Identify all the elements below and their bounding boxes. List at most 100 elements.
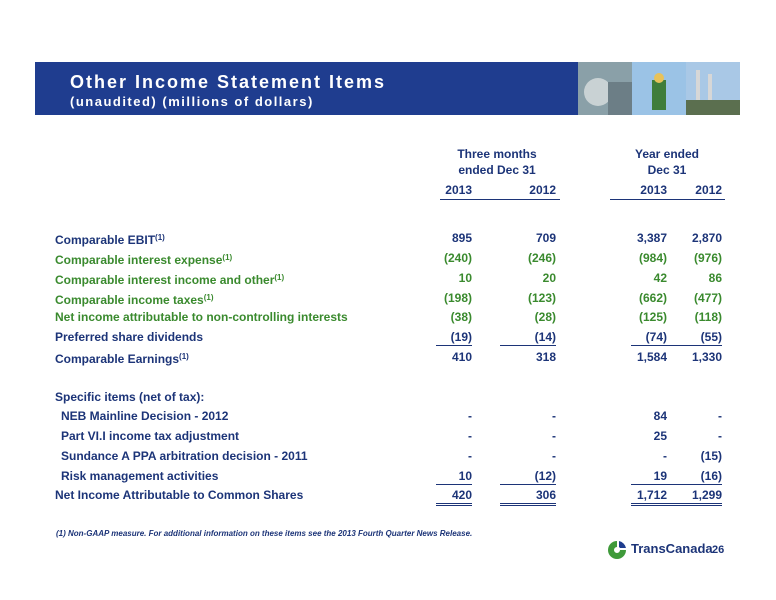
double-rule: [436, 505, 472, 506]
row-label: Comparable EBIT(1): [55, 233, 165, 247]
underline: [436, 484, 472, 485]
group-header: Year ended: [634, 147, 700, 161]
cell-value: (12): [534, 469, 556, 483]
cell-value: -: [468, 449, 472, 463]
cell-value: 1,330: [691, 350, 722, 364]
cell-value: 318: [535, 350, 556, 364]
underline: [500, 345, 556, 346]
cell-value: (125): [638, 310, 667, 324]
cell-value: (976): [693, 251, 722, 265]
cell-value: (55): [700, 330, 722, 344]
row-label: Specific items (net of tax):: [55, 390, 205, 404]
cell-value: -: [718, 429, 722, 443]
cell-value: (984): [638, 251, 667, 265]
cell-value: 20: [542, 271, 556, 285]
cell-value: -: [468, 409, 472, 423]
cell-value: 420: [451, 488, 472, 502]
footnote: (1) Non-GAAP measure. For additional inf…: [56, 529, 473, 538]
title: Other Income Statement Items: [70, 72, 387, 92]
cell-value: 3,387: [636, 231, 667, 245]
cell-value: 42: [653, 271, 667, 285]
footnote-ref: (1): [155, 233, 165, 242]
header-rule: [440, 199, 560, 200]
cell-value: (123): [527, 291, 556, 305]
row-label: Part VI.I income tax adjustment: [61, 429, 240, 443]
header-rule: [610, 199, 725, 200]
underline: [631, 484, 667, 485]
double-rule: [666, 503, 722, 504]
cell-value: (477): [693, 291, 722, 305]
logo-mark: [608, 541, 626, 559]
cell-value: 306: [535, 488, 556, 502]
cell-value: 709: [535, 231, 556, 245]
cell-value: (74): [645, 330, 667, 344]
subtitle: (unaudited) (millions of dollars): [70, 94, 314, 109]
header-photos: [578, 62, 740, 115]
cell-value: -: [552, 429, 556, 443]
cell-value: 1,712: [636, 488, 667, 502]
cell-value: 2,870: [691, 231, 722, 245]
row-label: Sundance A PPA arbitration decision - 20…: [61, 449, 308, 463]
year-header: 2012: [529, 183, 556, 197]
underline: [666, 345, 722, 346]
cell-value: 10: [458, 469, 472, 483]
cell-value: (16): [700, 469, 722, 483]
double-rule: [436, 503, 472, 504]
double-rule: [666, 505, 722, 506]
cell-value: -: [663, 449, 667, 463]
cell-value: -: [468, 429, 472, 443]
double-rule: [500, 505, 556, 506]
cell-value: 10: [458, 271, 472, 285]
cell-value: (19): [450, 330, 472, 344]
row-label: Comparable interest income and other(1): [55, 273, 285, 287]
footnote-ref: (1): [179, 352, 189, 361]
cell-value: (15): [700, 449, 722, 463]
row-label: Risk management activities: [61, 469, 219, 483]
footnote-ref: (1): [274, 273, 285, 282]
cell-value: 1,584: [636, 350, 667, 364]
cell-value: (28): [534, 310, 556, 324]
cell-value: 84: [653, 409, 667, 423]
underline: [666, 484, 722, 485]
cell-value: (246): [527, 251, 556, 265]
cell-value: 86: [708, 271, 722, 285]
logo-text: TransCanada: [631, 541, 713, 556]
cell-value: (118): [694, 310, 722, 324]
footnote-ref: (1): [222, 253, 233, 262]
cell-value: 19: [653, 469, 667, 483]
group-header: Three months: [457, 147, 537, 161]
cell-value: -: [552, 449, 556, 463]
double-rule: [631, 505, 667, 506]
underline: [631, 345, 667, 346]
year-header: 2013: [445, 183, 472, 197]
row-label: Preferred share dividends: [55, 330, 204, 344]
cell-value: (240): [443, 251, 472, 265]
group-header: ended Dec 31: [458, 163, 536, 177]
footnote-ref: (1): [203, 293, 214, 302]
cell-value: 25: [653, 429, 667, 443]
row-label: Comparable interest expense(1): [55, 253, 233, 267]
row-label: Comparable income taxes(1): [55, 293, 214, 307]
group-header: Dec 31: [647, 163, 687, 177]
row-label: Net income attributable to non-controlli…: [55, 310, 348, 324]
page-number: 26: [712, 544, 725, 556]
header-band: [35, 62, 578, 115]
cell-value: (14): [534, 330, 556, 344]
double-rule: [631, 503, 667, 504]
double-rule: [500, 503, 556, 504]
cell-value: 895: [451, 231, 472, 245]
year-header: 2013: [640, 183, 667, 197]
cell-value: (198): [443, 291, 472, 305]
cell-value: 410: [451, 350, 472, 364]
row-label: NEB Mainline Decision - 2012: [61, 409, 229, 423]
year-header: 2012: [695, 183, 722, 197]
row-label: Net Income Attributable to Common Shares: [55, 488, 304, 502]
underline: [436, 345, 472, 346]
underline: [500, 484, 556, 485]
row-label: Comparable Earnings(1): [55, 352, 189, 366]
cell-value: -: [552, 409, 556, 423]
cell-value: (662): [638, 291, 667, 305]
cell-value: 1,299: [691, 488, 722, 502]
cell-value: -: [718, 409, 722, 423]
